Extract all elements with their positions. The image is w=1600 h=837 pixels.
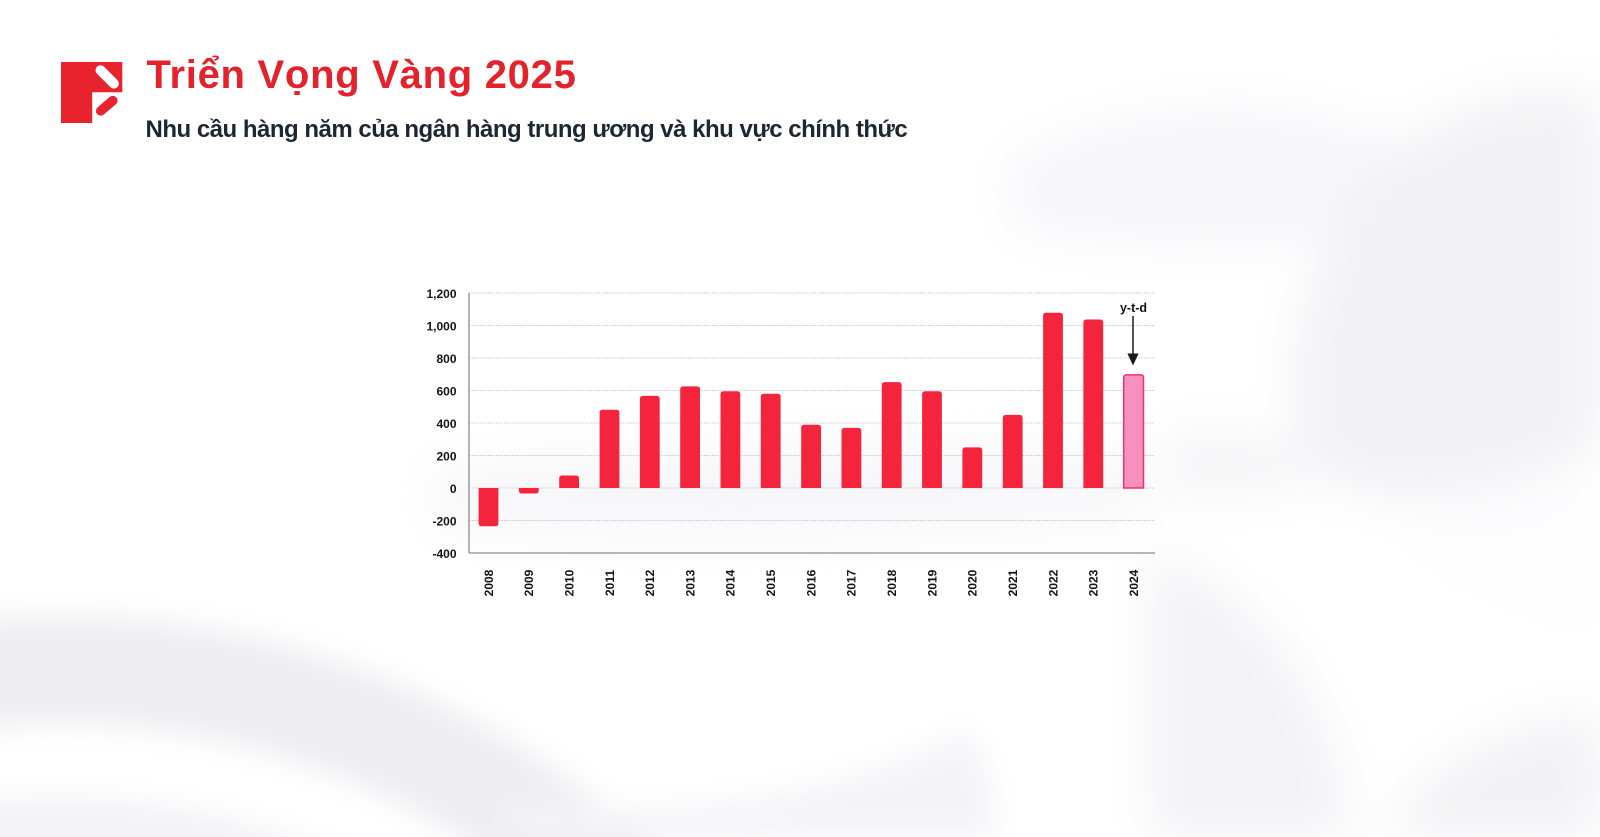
svg-text:1,000: 1,000 (426, 319, 456, 333)
svg-text:-400: -400 (432, 547, 456, 561)
svg-text:2022: 2022 (1046, 569, 1060, 596)
svg-text:1,200: 1,200 (426, 287, 456, 301)
svg-text:2024: 2024 (1127, 569, 1141, 596)
svg-text:2010: 2010 (562, 569, 576, 596)
svg-text:2017: 2017 (845, 569, 859, 596)
svg-text:2009: 2009 (522, 569, 536, 596)
svg-text:600: 600 (436, 384, 456, 398)
svg-text:2014: 2014 (724, 569, 738, 596)
svg-text:2012: 2012 (643, 569, 657, 596)
svg-text:2008: 2008 (482, 569, 496, 596)
svg-text:0: 0 (450, 482, 457, 496)
svg-text:2013: 2013 (683, 569, 697, 596)
svg-text:2019: 2019 (925, 569, 939, 596)
svg-text:2015: 2015 (764, 569, 778, 596)
svg-text:2020: 2020 (966, 569, 980, 596)
svg-text:2023: 2023 (1087, 569, 1101, 596)
svg-text:2011: 2011 (603, 570, 617, 596)
svg-text:400: 400 (436, 417, 456, 431)
svg-text:-200: -200 (432, 514, 456, 528)
svg-text:2021: 2021 (1006, 569, 1020, 596)
svg-text:800: 800 (436, 352, 456, 366)
svg-text:200: 200 (436, 449, 456, 463)
svg-text:2018: 2018 (885, 569, 899, 596)
svg-text:y-t-d: y-t-d (1120, 301, 1147, 315)
svg-text:2016: 2016 (804, 569, 818, 596)
